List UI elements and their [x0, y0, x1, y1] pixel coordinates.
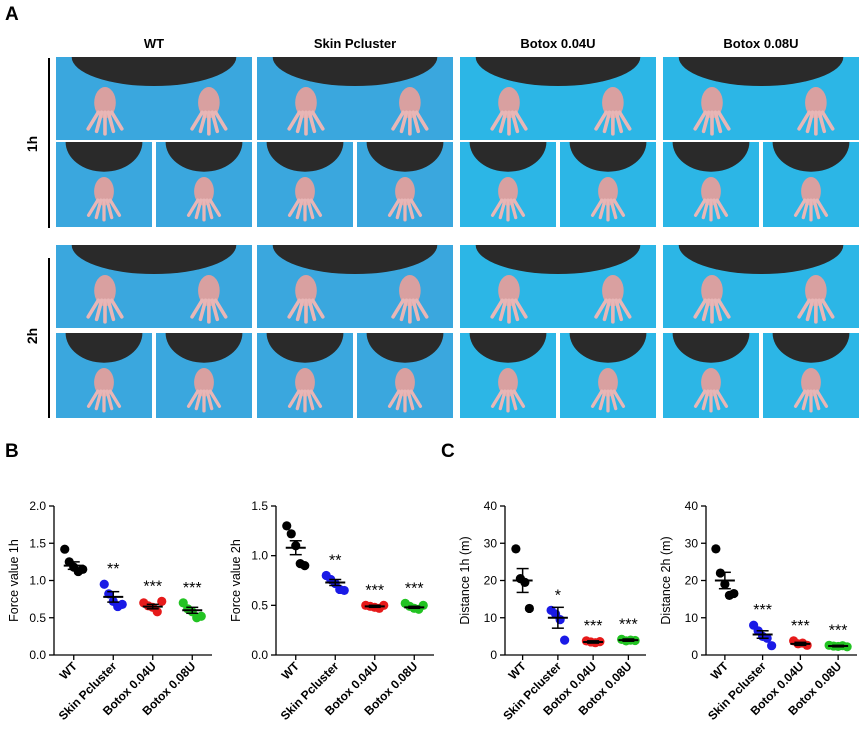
y-axis-label: Distance 2h (m) — [659, 536, 673, 624]
panel-label-b: B — [5, 441, 19, 462]
significance-label: *** — [791, 618, 810, 635]
significance-label: *** — [584, 618, 603, 635]
y-tick-label: 1.0 — [251, 549, 268, 563]
y-tick-label: 0.0 — [29, 648, 46, 662]
y-tick-label: 20 — [484, 574, 498, 588]
data-point — [339, 585, 349, 596]
x-tick-label: WT — [57, 659, 81, 683]
photo-botox-004-1h-left — [460, 142, 556, 227]
y-tick-label: 0.5 — [29, 611, 46, 625]
y-tick-label: 30 — [484, 536, 498, 550]
y-tick-label: 1.5 — [29, 536, 46, 550]
y-tick-label: 0 — [691, 648, 698, 662]
significance-label: ** — [107, 561, 119, 578]
y-axis-label: Force value 1h — [7, 539, 21, 622]
data-point — [60, 544, 70, 554]
photo-skin-pcluster-2h-left — [257, 333, 353, 418]
data-point — [711, 544, 721, 554]
y-tick-label: 10 — [685, 611, 699, 625]
photo-skin-pcluster-1h-right — [357, 142, 453, 227]
data-point — [300, 561, 310, 571]
photo-botox-008-1h-left — [663, 142, 759, 227]
photo-wt-1h-left — [56, 142, 152, 227]
x-tick-label: WT — [708, 659, 732, 683]
photo-botox-008-1h-right — [763, 142, 859, 227]
photo-botox-004-1h-overview — [460, 57, 656, 140]
data-point — [560, 635, 570, 645]
photo-botox-004-2h-overview — [460, 245, 656, 328]
significance-label: *** — [829, 622, 848, 639]
photo-botox-004-1h-right — [560, 142, 656, 227]
column-header-botox-004: Botox 0.04U — [520, 36, 596, 51]
row-bracket-2h — [48, 258, 50, 418]
photo-botox-008-1h-overview — [663, 57, 859, 140]
photo-botox-008-2h-left — [663, 333, 759, 418]
y-tick-label: 30 — [685, 536, 699, 550]
photo-wt-2h-left — [56, 333, 152, 418]
y-tick-label: 10 — [484, 611, 498, 625]
y-tick-label: 40 — [484, 499, 498, 513]
y-tick-label: 0.5 — [251, 598, 268, 612]
photo-skin-pcluster-2h-overview — [257, 245, 453, 328]
data-point — [157, 596, 167, 606]
photo-wt-2h-overview — [56, 245, 252, 328]
column-header-botox-008: Botox 0.08U — [723, 36, 799, 51]
x-tick-label: WT — [506, 659, 530, 683]
y-tick-label: 20 — [685, 574, 699, 588]
y-axis-label: Force value 2h — [229, 539, 243, 622]
photo-wt-2h-right — [156, 333, 252, 418]
y-tick-label: 1.0 — [29, 574, 46, 588]
photo-botox-008-2h-overview — [663, 245, 859, 328]
data-point — [520, 577, 530, 587]
y-tick-label: 40 — [685, 499, 699, 513]
photo-botox-004-2h-left — [460, 333, 556, 418]
y-axis-label: Distance 1h (m) — [458, 536, 472, 624]
row-label-2h: 2h — [24, 327, 41, 345]
photo-wt-1h-right — [156, 142, 252, 227]
photo-skin-pcluster-1h-overview — [257, 57, 453, 140]
data-point — [282, 521, 292, 531]
data-point — [555, 615, 565, 625]
y-tick-label: 0 — [490, 648, 497, 662]
data-point — [767, 641, 777, 651]
x-tick-label: WT — [279, 659, 303, 683]
significance-label: ** — [329, 553, 341, 570]
row-label-1h: 1h — [24, 135, 41, 153]
column-header-skin-pcluster: Skin Pcluster — [313, 36, 397, 51]
photo-wt-1h-overview — [56, 57, 252, 140]
data-point — [524, 603, 534, 614]
panel-label-c: C — [441, 441, 455, 462]
significance-label: *** — [619, 616, 638, 633]
significance-label: *** — [143, 578, 162, 595]
photo-botox-008-2h-right — [763, 333, 859, 418]
data-point — [117, 599, 127, 609]
photo-skin-pcluster-2h-right — [357, 333, 453, 418]
data-point — [196, 611, 206, 621]
row-bracket-1h — [48, 58, 50, 228]
y-tick-label: 1.5 — [251, 499, 268, 513]
significance-label: *** — [365, 582, 384, 599]
significance-label: *** — [183, 580, 202, 597]
photo-botox-004-2h-right — [560, 333, 656, 418]
y-tick-label: 2.0 — [29, 499, 46, 513]
data-point — [729, 588, 739, 599]
significance-label: *** — [405, 580, 424, 597]
significance-label: * — [555, 587, 561, 604]
data-point — [511, 544, 521, 554]
data-point — [78, 564, 88, 574]
significance-label: *** — [753, 602, 772, 619]
data-point — [286, 529, 296, 539]
column-header-wt: WT — [143, 36, 165, 51]
y-tick-label: 0.0 — [251, 648, 268, 662]
data-point — [99, 579, 109, 589]
photo-skin-pcluster-1h-left — [257, 142, 353, 227]
panel-label-a: A — [5, 4, 19, 25]
